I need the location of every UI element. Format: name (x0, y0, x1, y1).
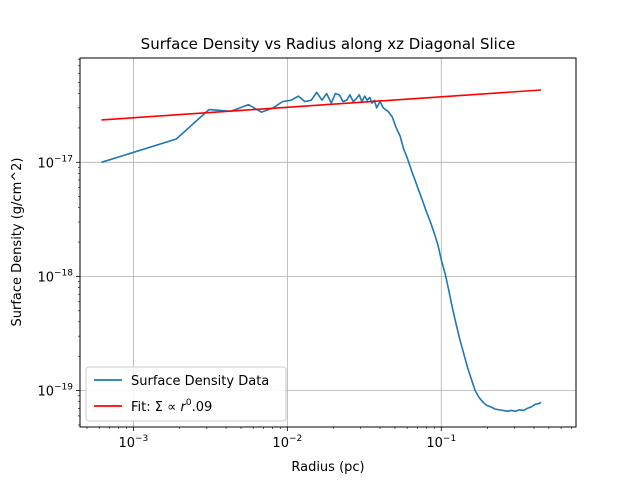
plot-series (101, 89, 542, 413)
y-tick-exponent: −18 (54, 268, 73, 278)
x-tick-label: 10−2 (272, 434, 302, 451)
x-tick-base: 10 (118, 436, 135, 451)
chart-title: Surface Density vs Radius along xz Diago… (141, 35, 516, 53)
y-tick-base: 10 (37, 270, 54, 285)
x-tick-base: 10 (426, 436, 443, 451)
x-tick-label: 10−1 (426, 434, 456, 451)
y-tick-exponent: −17 (54, 154, 73, 164)
legend-fit-label: Fit: Σ ∝ r0.09 (131, 398, 212, 415)
y-tick-base: 10 (37, 385, 54, 400)
x-axis-label: Radius (pc) (291, 460, 364, 475)
y-tick-label: 10−18 (37, 268, 73, 285)
legend-fit-prefix: Fit: Σ ∝ (131, 400, 181, 415)
y-tick-label: 10−19 (37, 383, 73, 400)
y-axis-label: Surface Density (g/cm^2) (10, 158, 25, 327)
y-tick-exponent: −19 (54, 383, 73, 393)
x-tick-exponent: −1 (443, 434, 456, 444)
x-tick-exponent: −2 (289, 434, 302, 444)
x-tick-label: 10−3 (118, 434, 148, 451)
x-tick-base: 10 (272, 436, 289, 451)
x-ticks: 10−3 10−2 10−1 (86, 427, 572, 451)
legend-fit-suffix: .09 (192, 400, 213, 415)
legend: Surface Density Data Fit: Σ ∝ r0.09 (85, 366, 287, 422)
y-tick-base: 10 (37, 156, 54, 171)
legend-fit-exponent: 0 (186, 398, 192, 408)
fit-line (101, 89, 542, 121)
plot-frame (79, 57, 577, 428)
legend-box (85, 366, 287, 422)
legend-data-label: Surface Density Data (131, 374, 269, 389)
surface-density-data-line (101, 91, 542, 413)
y-tick-label: 10−17 (37, 154, 73, 171)
x-tick-exponent: −3 (135, 434, 148, 444)
legend-fit-variable: r (181, 400, 188, 415)
